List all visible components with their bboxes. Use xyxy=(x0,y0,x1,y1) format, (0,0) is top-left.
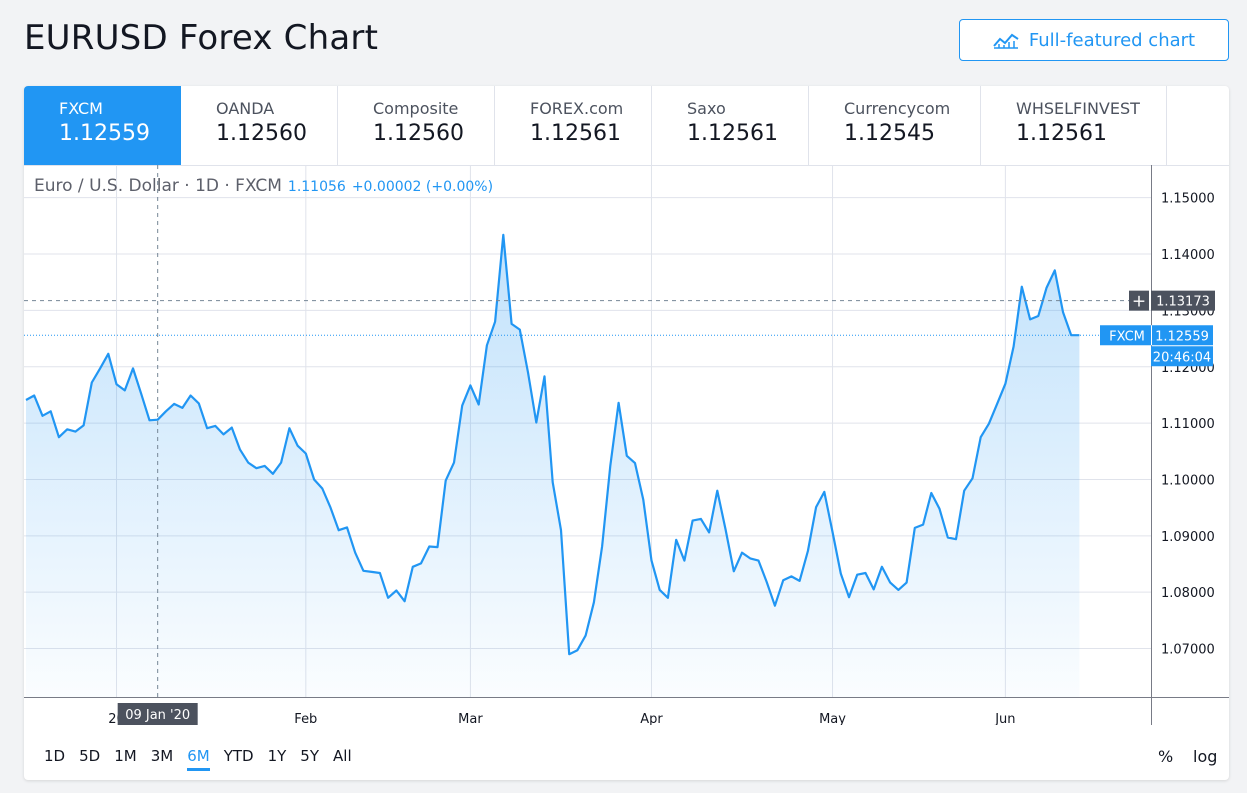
y-tick-label: 1.14000 xyxy=(1161,248,1215,263)
range-5d-button[interactable]: 5D xyxy=(79,747,101,765)
broker-price: 1.12545 xyxy=(844,121,935,146)
last-price-series-label: FXCM xyxy=(1109,329,1145,344)
x-tick-label: May xyxy=(819,712,846,725)
broker-name: Currencycom xyxy=(844,99,951,118)
tab-currencycom[interactable]: Currencycom 1.12545 xyxy=(809,86,981,165)
y-tick-label: 1.08000 xyxy=(1161,586,1215,601)
last-price-label: 1.12559 xyxy=(1155,329,1209,344)
tab-saxo[interactable]: Saxo 1.12561 xyxy=(652,86,809,165)
tab-composite[interactable]: Composite 1.12560 xyxy=(338,86,495,165)
crosshair-price-label: 1.13173 xyxy=(1156,295,1210,310)
x-tick-label: Feb xyxy=(294,712,317,725)
broker-name: FOREX.com xyxy=(530,99,624,118)
legend-symbol: Euro / U.S. Dollar · 1D · FXCM xyxy=(34,176,282,196)
tab-fxcm[interactable]: FXCM 1.12559 xyxy=(24,86,181,165)
legend-value: 1.11056 xyxy=(287,179,346,195)
page-title: EURUSD Forex Chart xyxy=(24,18,379,58)
percent-scale-button[interactable]: % xyxy=(1158,747,1174,766)
range-1d-button[interactable]: 1D xyxy=(44,747,66,765)
plus-icon: + xyxy=(1132,292,1146,312)
y-tick-label: 1.09000 xyxy=(1161,530,1215,545)
broker-price: 1.12559 xyxy=(59,121,150,146)
broker-name: OANDA xyxy=(216,99,275,118)
chart-card: FXCM 1.12559 OANDA 1.12560 Composite 1.1… xyxy=(24,86,1229,780)
full-featured-chart-label: Full-featured chart xyxy=(1028,29,1196,51)
range-selector: 1D 5D 1M 3M 6M YTD 1Y 5Y All xyxy=(38,743,360,771)
x-tick-label: Jun xyxy=(994,712,1015,725)
tab-forex-com[interactable]: FOREX.com 1.12561 xyxy=(495,86,652,165)
broker-name: Saxo xyxy=(687,99,726,118)
price-chart[interactable]: 1.150001.140001.130001.120001.110001.100… xyxy=(24,165,1229,725)
broker-name: WHSELFINVEST xyxy=(1016,99,1140,118)
range-1m-button[interactable]: 1M xyxy=(114,747,137,765)
tab-whselfinvest[interactable]: WHSELFINVEST 1.12561 xyxy=(981,86,1167,165)
broker-price: 1.12561 xyxy=(687,121,778,146)
legend-change: +0.00002 (+0.00%) xyxy=(351,179,494,195)
chart-line-icon xyxy=(993,33,1019,49)
broker-price: 1.12561 xyxy=(530,121,621,146)
chart-area[interactable]: 1.15000 1.14000 1.13000 1.12000 1.11000 1.100… xyxy=(24,165,1229,780)
x-tick-label: Mar xyxy=(458,712,483,725)
range-ytd-button[interactable]: YTD xyxy=(223,747,254,765)
broker-price: 1.12561 xyxy=(1016,121,1107,146)
y-tick-label: 1.07000 xyxy=(1161,643,1215,658)
countdown-tag xyxy=(1151,346,1213,367)
broker-price: 1.12560 xyxy=(216,121,307,146)
log-scale-button[interactable]: log xyxy=(1193,747,1218,766)
x-tick-label: Apr xyxy=(640,712,663,725)
y-tick-label: 1.15000 xyxy=(1161,192,1215,207)
broker-tabs: FXCM 1.12559 OANDA 1.12560 Composite 1.1… xyxy=(24,86,1229,166)
full-featured-chart-button[interactable]: Full-featured chart xyxy=(959,19,1229,61)
crosshair-date-tag xyxy=(117,703,198,725)
broker-name: FXCM xyxy=(59,99,103,118)
range-6m-button[interactable]: 6M xyxy=(181,743,216,771)
price-area-fill xyxy=(26,234,1080,697)
y-tick-label: 1.11000 xyxy=(1161,417,1215,432)
range-1y-button[interactable]: 1Y xyxy=(267,747,287,765)
crosshair-date-label: 09 Jan '20 xyxy=(125,708,190,723)
y-tick-label: 1.10000 xyxy=(1161,473,1215,488)
last-price-tag xyxy=(1100,325,1213,346)
price-line xyxy=(25,233,1080,656)
range-5y-button[interactable]: 5Y xyxy=(300,747,320,765)
range-all-button[interactable]: All xyxy=(333,747,352,765)
range-3m-button[interactable]: 3M xyxy=(150,747,174,765)
broker-price: 1.12560 xyxy=(373,121,464,146)
tab-oanda[interactable]: OANDA 1.12560 xyxy=(181,86,338,165)
crosshair-plus-button[interactable] xyxy=(1129,290,1149,311)
broker-name: Composite xyxy=(373,99,459,118)
crosshair-price-tag xyxy=(1151,290,1215,311)
chart-legend: Euro / U.S. Dollar · 1D · FXCM 1.11056 +0.… xyxy=(34,176,493,196)
countdown-label: 20:46:04 xyxy=(1153,350,1211,365)
